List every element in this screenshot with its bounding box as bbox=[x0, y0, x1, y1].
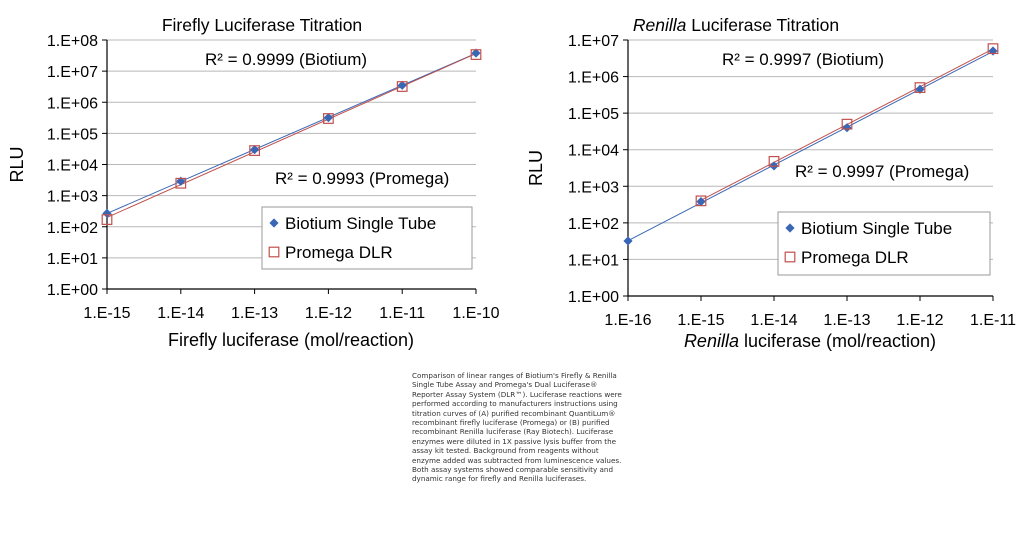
x-axis-label-italic: Renilla bbox=[684, 331, 739, 351]
chart-1: 1.E+00 1.E+01 1.E+02 1.E+03 1.E+04 1.E+05 1.E+… bbox=[7, 15, 500, 350]
r-squared-annotation: R² = 0.9993 (Promega) bbox=[275, 169, 449, 188]
data-point-biotium bbox=[842, 123, 852, 133]
y-tick-label: 1.E+03 bbox=[568, 179, 619, 196]
y-tick-label: 1.E+00 bbox=[47, 282, 98, 299]
x-tick-label: 1.E-11 bbox=[379, 305, 425, 322]
figure-caption: Comparison of linear ranges of Biotium's… bbox=[412, 371, 622, 484]
r-squared-annotation: R² = 0.9997 (Biotium) bbox=[722, 50, 884, 69]
legend-label: Promega DLR bbox=[801, 248, 909, 267]
legend: Biotium Single Tube Promega DLR bbox=[777, 211, 991, 276]
x-tick-label: 1.E-10 bbox=[452, 305, 499, 322]
legend-box bbox=[261, 206, 473, 270]
data-point-promega bbox=[987, 43, 999, 55]
x-tick-label: 1.E-14 bbox=[157, 305, 204, 322]
data-point-biotium bbox=[471, 48, 481, 58]
legend-marker-biotium bbox=[785, 223, 795, 233]
x-tick-label: 1.E-13 bbox=[231, 305, 278, 322]
data-point-biotium bbox=[397, 80, 407, 90]
legend-marker-biotium bbox=[269, 218, 279, 228]
x-tick-label: 1.E-15 bbox=[677, 312, 724, 329]
y-tick-label: 1.E+04 bbox=[47, 158, 98, 175]
y-tick-label: 1.E+08 bbox=[47, 33, 98, 50]
chart-title: Firefly Luciferase Titration bbox=[162, 15, 362, 35]
chart-2: 1.E+00 1.E+01 1.E+02 1.E+03 1.E+04 1.E+05 1.E+… bbox=[526, 15, 1016, 351]
data-point-biotium bbox=[696, 197, 706, 207]
r-squared-annotation: R² = 0.9999 (Biotium) bbox=[205, 50, 367, 69]
data-point-promega bbox=[768, 155, 780, 167]
legend-label: Promega DLR bbox=[285, 243, 393, 262]
y-tick-label: 1.E+02 bbox=[568, 216, 619, 233]
x-tick-label: 1.E-14 bbox=[750, 312, 797, 329]
legend-marker-promega bbox=[268, 246, 280, 258]
chart-title-italic: Renilla bbox=[633, 15, 687, 35]
data-point-promega bbox=[914, 82, 926, 93]
data-point-biotium bbox=[988, 46, 998, 56]
chart-title: Renilla Luciferase Titration bbox=[633, 15, 839, 35]
data-point-biotium bbox=[623, 236, 633, 246]
data-point-promega bbox=[323, 113, 334, 124]
data-point-biotium bbox=[102, 208, 112, 218]
y-tick-label: 1.E+06 bbox=[47, 95, 98, 112]
trendline-biotium bbox=[106, 52, 477, 214]
r-squared-annotation: R² = 0.9997 (Promega) bbox=[795, 162, 969, 181]
data-point-promega bbox=[175, 177, 187, 189]
data-point-biotium bbox=[250, 145, 260, 155]
legend-label: Biotium Single Tube bbox=[801, 219, 952, 238]
y-tick-label: 1.E+05 bbox=[568, 106, 619, 123]
x-tick-label: 1.E-11 bbox=[970, 312, 1016, 329]
x-tick-label: 1.E-12 bbox=[305, 305, 352, 322]
x-axis-label: Renilla luciferase (mol/reaction) bbox=[684, 331, 936, 351]
x-tick-label: 1.E-15 bbox=[83, 305, 130, 322]
legend-box bbox=[777, 211, 991, 276]
y-tick-label: 1.E+04 bbox=[568, 143, 619, 160]
data-point-promega bbox=[396, 81, 408, 92]
x-axis-label: Firefly luciferase (mol/reaction) bbox=[168, 330, 414, 350]
data-point-biotium bbox=[915, 84, 925, 94]
y-axis-label: RLU bbox=[7, 146, 27, 182]
x-tick-label: 1.E-13 bbox=[823, 312, 870, 329]
legend-label: Biotium Single Tube bbox=[285, 214, 436, 233]
y-tick-label: 1.E+06 bbox=[568, 70, 619, 87]
y-axis-label: RLU bbox=[526, 150, 546, 186]
y-tick-label: 1.E+05 bbox=[47, 126, 98, 143]
data-point-biotium bbox=[323, 113, 333, 123]
y-tick-label: 1.E+07 bbox=[568, 33, 619, 50]
data-point-promega bbox=[101, 214, 113, 225]
trendline-biotium bbox=[627, 50, 994, 242]
trendline-promega bbox=[106, 53, 477, 218]
data-point-promega bbox=[841, 118, 853, 130]
x-tick-label: 1.E-12 bbox=[896, 312, 943, 329]
y-tick-label: 1.E+01 bbox=[47, 251, 98, 268]
y-tick-label: 1.E+07 bbox=[47, 64, 98, 81]
legend: Biotium Single Tube Promega DLR bbox=[261, 206, 473, 270]
x-tick-label: 1.E-16 bbox=[604, 312, 651, 329]
chart-title-text: Luciferase Titration bbox=[686, 15, 839, 35]
y-tick-label: 1.E+02 bbox=[47, 220, 98, 237]
data-point-promega bbox=[249, 145, 261, 156]
chart-title-text: Firefly Luciferase Titration bbox=[162, 15, 362, 35]
y-tick-label: 1.E+03 bbox=[47, 189, 98, 206]
data-point-promega bbox=[470, 49, 482, 60]
y-tick-label: 1.E+00 bbox=[568, 289, 619, 306]
y-tick-label: 1.E+01 bbox=[568, 252, 619, 269]
legend-marker-promega bbox=[784, 251, 796, 263]
x-axis-label-text: Firefly luciferase (mol/reaction) bbox=[168, 330, 414, 350]
data-point-promega bbox=[695, 195, 707, 207]
x-axis-label-text: luciferase (mol/reaction) bbox=[739, 331, 936, 351]
